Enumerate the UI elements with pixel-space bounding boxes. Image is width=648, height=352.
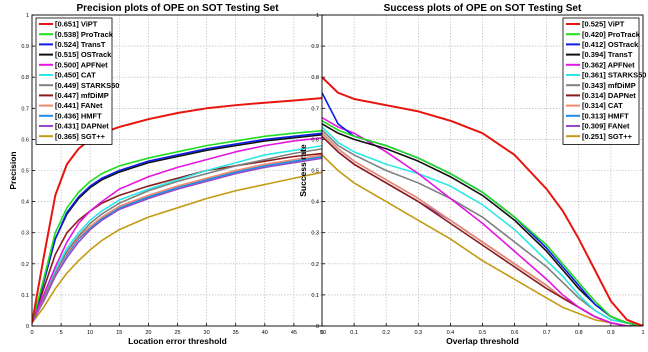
chart1-legend-label-11: [0.431] DAPNet [55,122,109,131]
chart2-ytick-label: 0.8 [311,75,319,81]
chart2-xtick-label: 0.7 [543,330,551,336]
chart2-ytick-label: 0.6 [311,137,319,143]
chart2-xtick-label: 0.4 [447,330,455,336]
chart1-ytick-label: 0.6 [21,137,29,143]
chart2-ytick-label: 0.4 [311,200,319,206]
chart1-ytick-label: 0.7 [21,106,29,112]
chart1-legend-label-5: [0.500] APFNet [55,60,108,69]
chart1-ytick-label: 0.3 [21,231,29,237]
chart2-ytick-label: 0.3 [311,231,319,237]
chart2-ytick-label: 0.7 [311,106,319,112]
chart1-ytick-label: 0.9 [21,44,29,50]
chart2-series-line-1 [322,76,643,326]
chart1-legend-label-9: [0.441] FANet [55,101,103,110]
chart1-legend-box [35,17,113,145]
chart2-xtick-label: 0.3 [414,330,422,336]
chart1-ytick-label: 0.4 [21,200,29,206]
chart1-xtick-label: 50 [320,330,326,336]
chart1-series-line-2 [32,129,323,324]
chart1-xtick-label: 5 [60,330,63,336]
chart2-frame [321,14,644,327]
chart1-xtick-label: 10 [87,330,93,336]
chart1-group: Precision plots of OPE on SOT Testing Se… [8,3,326,346]
chart2-xtick-label: 0.5 [479,330,487,336]
chart1-series-line-12 [32,171,323,324]
chart1-ylabel: Precision [8,151,18,189]
chart1-xtick-label: 35 [233,330,239,336]
chart2-legend-label-6: [0.361] STARKS50 [582,71,646,80]
chart1-series-line-11 [32,157,323,324]
chart1-legend-label-8: [0.447] mfDiMP [55,91,109,100]
chart2-group: Success plots of OPE on SOT Testing Set 0… [298,3,646,346]
chart1-xtick-label: 15 [116,330,122,336]
chart2-legend-label-12: [0.251] SGT++ [582,132,633,141]
chart1-ytick-label: 0 [26,324,29,330]
chart1-legend-label-4: [0.515] OSTrack [55,50,112,59]
chart2-ytick-label: 0.5 [311,169,319,175]
chart1-xtick-label: 20 [145,330,151,336]
chart2-legend-box [562,17,640,145]
chart2-ytick-label: 0.9 [311,44,319,50]
chart2-ytick-label: 1 [316,13,319,19]
chart2-ytick-label: 0.1 [311,293,319,299]
chart1-ytick-label: 1 [26,13,29,19]
chart2-xtick-label: 0.9 [607,330,615,336]
chart1-series-line-7 [32,147,323,324]
chart2-xtick-label: 0.1 [350,330,358,336]
chart2-legend-label-1: [0.525] ViPT [582,20,625,29]
chart1-xtick-label: 40 [262,330,268,336]
chart1-series-line-5 [32,137,323,324]
chart2-ylabel: Success rate [298,144,308,197]
chart2-series-group [322,76,643,326]
chart2-ytick-label: 0 [316,324,319,330]
chart1-ytick-label: 0.5 [21,169,29,175]
chart1-series-line-1 [32,97,323,324]
chart1-legend-label-2: [0.538] ProTrack [55,30,114,39]
chart1-legend-label-3: [0.524] TransT [55,40,106,49]
chart2-legend-label-9: [0.314] CAT [582,101,623,110]
chart2-xtick-label: 1 [641,330,644,336]
chart2-title: Success plots of OPE on SOT Testing Set [384,3,582,14]
chart1-legend-label-7: [0.449] STARKS50 [55,81,119,90]
chart2-series-line-2 [322,120,643,326]
chart1-title: Precision plots of OPE on SOT Testing Se… [76,3,279,14]
chart1-legend-label-12: [0.365] SGT++ [55,132,106,141]
chart1-xtick-label: 30 [204,330,210,336]
chart2-series-line-12 [322,154,643,326]
chart2-series-line-6 [322,126,643,326]
chart2-xtick-label: 0 [320,330,323,336]
chart2-xlabel: Overlap threshold [446,336,519,346]
chart2-legend-label-2: [0.420] ProTrack [582,30,641,39]
chart2-legend-label-10: [0.313] HMFT [582,111,629,120]
chart1-ytick-label: 0.1 [21,293,29,299]
chart2-xtick-label: 0.8 [575,330,583,336]
chart1-xlabel: Location error threshold [128,336,227,346]
chart1-series-line-6 [32,144,323,324]
chart1-series-line-3 [32,132,323,324]
chart2-legend-label-11: [0.309] FANet [582,122,630,131]
chart1-ytick-label: 0.2 [21,262,29,268]
chart2-legend-label-7: [0.343] mfDiMP [582,81,636,90]
chart2-legend-label-3: [0.412] OSTrack [582,40,639,49]
chart2-legend-label-5: [0.362] APFNet [582,60,635,69]
chart2-legend-label-4: [0.394] TransT [582,50,633,59]
chart1-ytick-label: 0.8 [21,75,29,81]
chart2-xtick-label: 0.6 [511,330,519,336]
chart1-xtick-label: 25 [174,330,180,336]
chart1-series-line-8 [32,152,323,324]
chart1-legend-label-1: [0.651] ViPT [55,20,98,29]
chart1-legend-label-6: [0.450] CAT [55,71,96,80]
chart1-legend: [0.651] ViPT[0.538] ProTrack[0.524] Tran… [35,17,119,145]
chart1-series-group [32,97,323,324]
chart2-legend-label-8: [0.314] DAPNet [582,91,636,100]
chart2-legend: [0.525] ViPT[0.420] ProTrack[0.412] OSTr… [562,17,646,145]
chart2-ytick-label: 0.2 [311,262,319,268]
chart1-legend-label-10: [0.436] HMFT [55,111,102,120]
chart2-xtick-label: 0.2 [382,330,390,336]
chart1-xtick-label: 0 [30,330,33,336]
chart1-xtick-label: 45 [291,330,297,336]
